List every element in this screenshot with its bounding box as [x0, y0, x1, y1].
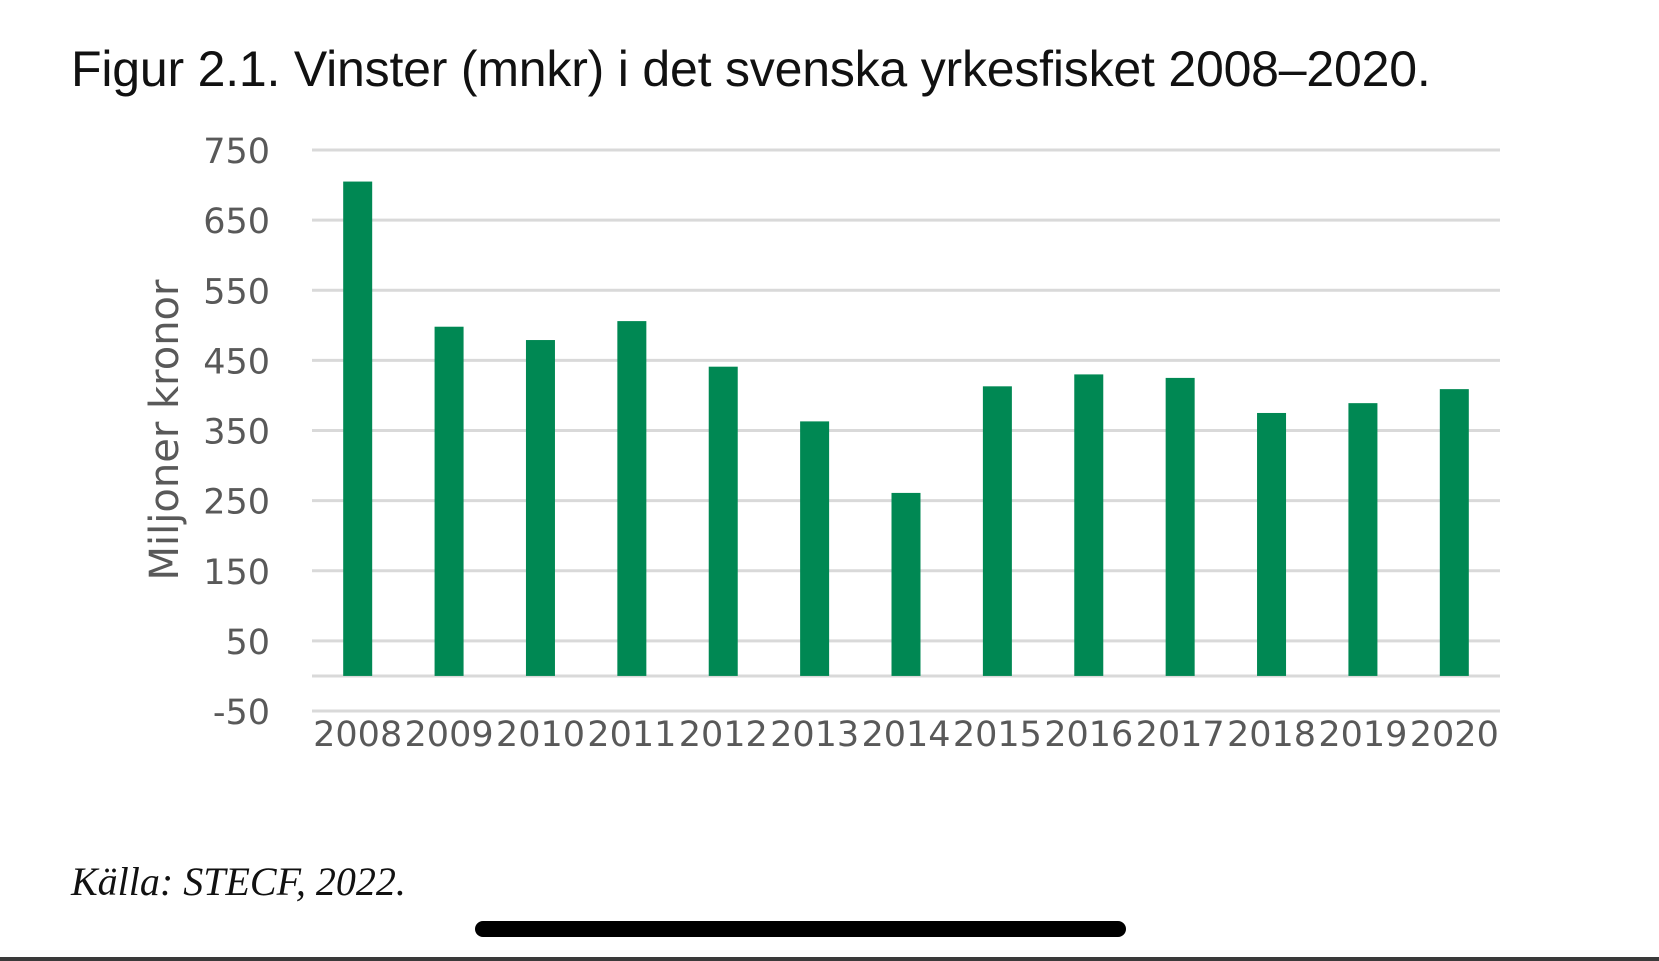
y-axis-ticks: -50 50 150 250 350 450 550 650 750	[203, 132, 270, 733]
x-tick-label: 2016	[1044, 715, 1133, 755]
y-tick-label: 50	[225, 623, 270, 663]
figure-title: Figur 2.1. Vinster (mnkr) i det svenska …	[71, 41, 1431, 97]
x-tick-label: 2017	[1136, 715, 1225, 755]
x-tick-label: 2013	[770, 715, 859, 755]
x-tick-label: 2020	[1410, 715, 1499, 755]
bar-2014	[891, 492, 921, 676]
bar-2016	[1074, 374, 1104, 676]
y-tick-label: 350	[203, 413, 270, 453]
y-tick-label: 550	[203, 272, 270, 312]
x-tick-label: 2010	[496, 715, 585, 755]
bar-series	[343, 181, 1469, 676]
bar-2019	[1348, 403, 1378, 676]
y-tick-label: 750	[203, 132, 270, 172]
bar-2020	[1439, 389, 1469, 676]
x-tick-label: 2011	[587, 715, 676, 755]
bar-2008	[343, 181, 373, 676]
x-axis-ticks: 2008 2009 2010 2011 2012 2013 2014 2015 2016 2017…	[313, 715, 1499, 755]
y-tick-label: -50	[213, 693, 270, 733]
bar-2017	[1165, 377, 1195, 676]
x-tick-label: 2012	[679, 715, 768, 755]
y-axis-label: Miljoner kronor	[142, 279, 188, 580]
y-tick-label: 650	[203, 202, 270, 242]
bar-2013	[800, 421, 830, 676]
home-indicator-bar[interactable]	[475, 921, 1126, 937]
x-tick-label: 2019	[1318, 715, 1407, 755]
y-tick-label: 250	[203, 483, 270, 523]
bar-2012	[708, 366, 738, 676]
x-tick-label: 2008	[313, 715, 402, 755]
y-tick-label: 150	[203, 553, 270, 593]
x-tick-label: 2009	[405, 715, 494, 755]
source-note: Källa: STECF, 2022.	[71, 859, 406, 904]
bar-2010	[525, 340, 555, 676]
x-tick-label: 2014	[861, 715, 950, 755]
bar-2009	[434, 326, 464, 676]
x-tick-label: 2015	[953, 715, 1042, 755]
y-tick-label: 450	[203, 342, 270, 382]
bar-2011	[617, 321, 647, 676]
x-tick-label: 2018	[1227, 715, 1316, 755]
bar-2015	[982, 386, 1012, 676]
bar-2018	[1257, 412, 1287, 676]
screen-bottom-edge	[0, 957, 1659, 961]
